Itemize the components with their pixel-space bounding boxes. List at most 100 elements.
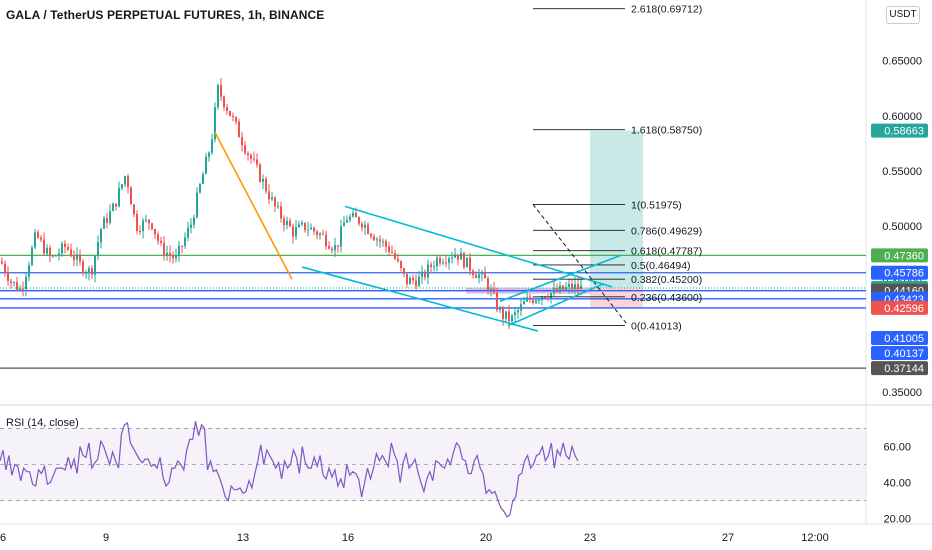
candle-body <box>340 226 342 247</box>
candle-body <box>13 281 15 283</box>
candle-body <box>538 299 540 301</box>
candle-body <box>421 271 423 277</box>
candle-body <box>283 218 285 226</box>
candle-body <box>148 219 150 224</box>
candle-body <box>31 247 33 265</box>
candle-body <box>418 276 420 287</box>
candle-body <box>121 184 123 189</box>
candle-body <box>307 229 309 231</box>
candle-body <box>406 273 408 285</box>
position-loss-zone <box>590 288 643 308</box>
candle-body <box>292 226 294 237</box>
candle-body <box>562 285 564 291</box>
candle-body <box>28 264 30 277</box>
candle-body <box>199 183 201 193</box>
candle-body <box>334 245 336 251</box>
candle-body <box>286 220 288 226</box>
candle-body <box>436 257 438 267</box>
candle-body <box>22 288 24 290</box>
candle-body <box>142 220 144 232</box>
candle-body <box>214 107 216 140</box>
candle-body <box>508 311 510 322</box>
fib-level-label: 0.236(0.43600) <box>631 292 702 304</box>
candle-body <box>133 204 135 214</box>
fib-level-label: 0.382(0.45200) <box>631 274 702 286</box>
candle-body <box>244 145 246 154</box>
price-tick-label: 0.35000 <box>882 387 922 399</box>
candle-body <box>109 211 111 223</box>
candle-body <box>181 245 183 247</box>
candle-body <box>403 268 405 274</box>
candle-body <box>379 239 381 242</box>
candle-body <box>64 243 66 248</box>
candle-body <box>94 255 96 275</box>
candle-body <box>535 300 537 303</box>
fib-trend-line <box>532 204 629 326</box>
candle-body <box>475 274 477 278</box>
candle-body <box>178 245 180 256</box>
candle-body <box>247 153 249 155</box>
time-tick-label: 6 <box>0 532 6 544</box>
candle-body <box>88 268 90 274</box>
rsi-tick-label: 40.00 <box>883 478 911 490</box>
candle-body <box>124 176 126 185</box>
candle-body <box>175 255 177 259</box>
candle-body <box>310 227 312 230</box>
price-tick-label: 0.55000 <box>882 166 922 178</box>
candle-body <box>271 197 273 200</box>
candle-body <box>220 85 222 97</box>
channel-upper <box>344 205 613 288</box>
candle-body <box>49 247 51 257</box>
price-label: 0.41005 <box>884 333 924 345</box>
candle-body <box>40 237 42 240</box>
candle-body <box>349 216 351 221</box>
currency-button[interactable]: USDT <box>886 6 920 24</box>
candle-body <box>367 224 369 234</box>
candle-body <box>316 231 318 236</box>
fib-level-label: 1(0.51975) <box>631 199 682 211</box>
candle-body <box>76 254 78 260</box>
candle-body <box>490 289 492 291</box>
time-tick-label: 13 <box>237 532 249 544</box>
candle-body <box>376 239 378 241</box>
candle-body <box>319 233 321 236</box>
candle-body <box>325 234 327 247</box>
candle-body <box>520 304 522 311</box>
candle-body <box>235 117 237 122</box>
price-label-tag <box>871 265 928 280</box>
candle-body <box>457 254 459 260</box>
candle-body <box>118 188 120 207</box>
chart-title: GALA / TetherUS PERPETUAL FUTURES, 1h, B… <box>6 8 325 22</box>
candle-body <box>451 257 453 259</box>
candle-body <box>136 213 138 232</box>
time-tick-label: 23 <box>584 532 596 544</box>
candle-body <box>232 116 234 118</box>
price-label: 0.45786 <box>884 268 924 280</box>
candle-body <box>487 278 489 291</box>
fib-level-label: 0(0.41013) <box>631 320 682 332</box>
candle-body <box>280 206 282 219</box>
candle-body <box>514 312 516 316</box>
candle-body <box>97 242 99 256</box>
candle-body <box>67 247 69 250</box>
candle-body <box>505 311 507 319</box>
candle-body <box>388 246 390 252</box>
candle-body <box>346 220 348 223</box>
candle-body <box>106 218 108 223</box>
candle-body <box>409 277 411 285</box>
candle-body <box>211 139 213 153</box>
candle-body <box>400 261 402 269</box>
candle-body <box>553 288 555 294</box>
candle-body <box>34 232 36 248</box>
candle-body <box>298 224 300 228</box>
fib-level-label: 2.618(0.69712) <box>631 4 702 16</box>
channel-lower <box>301 266 539 332</box>
candle-body <box>574 284 576 289</box>
candle-body <box>226 107 228 112</box>
candle-body <box>352 212 354 217</box>
candle-body <box>541 296 543 300</box>
candle-body <box>262 179 264 182</box>
time-tick-label: 27 <box>722 532 734 544</box>
candle-body <box>70 249 72 257</box>
